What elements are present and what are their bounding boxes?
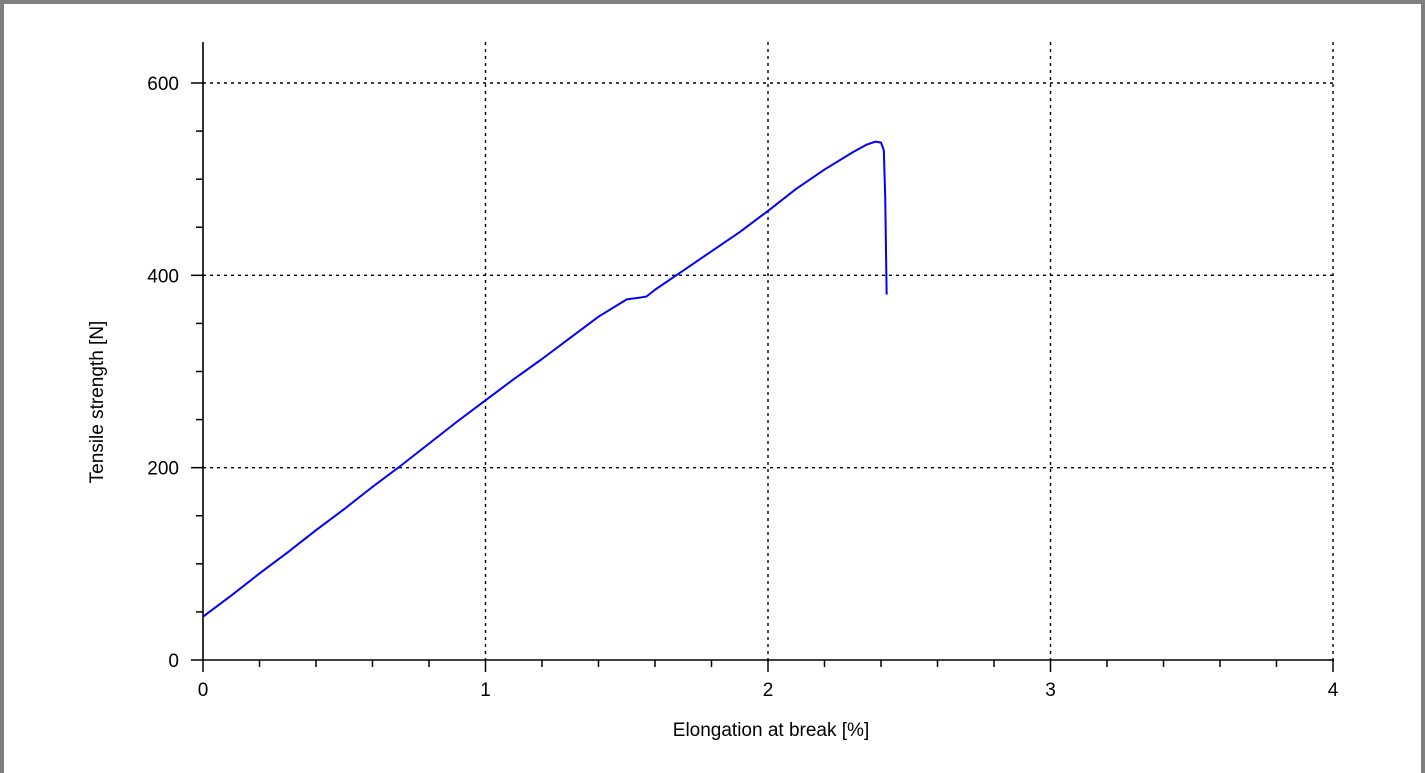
x-tick-label-4: 4 bbox=[1328, 680, 1339, 701]
y-tick-label-2: 400 bbox=[147, 266, 179, 287]
x-tick-label-2: 2 bbox=[763, 680, 774, 701]
x-axis-label: Elongation at break [%] bbox=[673, 720, 869, 741]
tick-labels: 0 1 2 3 4 0 200 400 600 bbox=[147, 74, 1338, 701]
y-tick-label-1: 200 bbox=[147, 459, 179, 480]
y-tick-label-0: 0 bbox=[168, 651, 179, 672]
series-layer bbox=[202, 140, 888, 618]
x-tick-label-0: 0 bbox=[198, 680, 209, 701]
tick-marks bbox=[191, 82, 1334, 672]
x-tick-label-3: 3 bbox=[1045, 680, 1056, 701]
grid-lines bbox=[203, 42, 1334, 660]
series-line-0 bbox=[202, 140, 888, 618]
x-tick-label-1: 1 bbox=[480, 680, 491, 701]
y-axis-label: Tensile strength [N] bbox=[87, 321, 108, 484]
y-tick-label-3: 600 bbox=[147, 74, 179, 95]
